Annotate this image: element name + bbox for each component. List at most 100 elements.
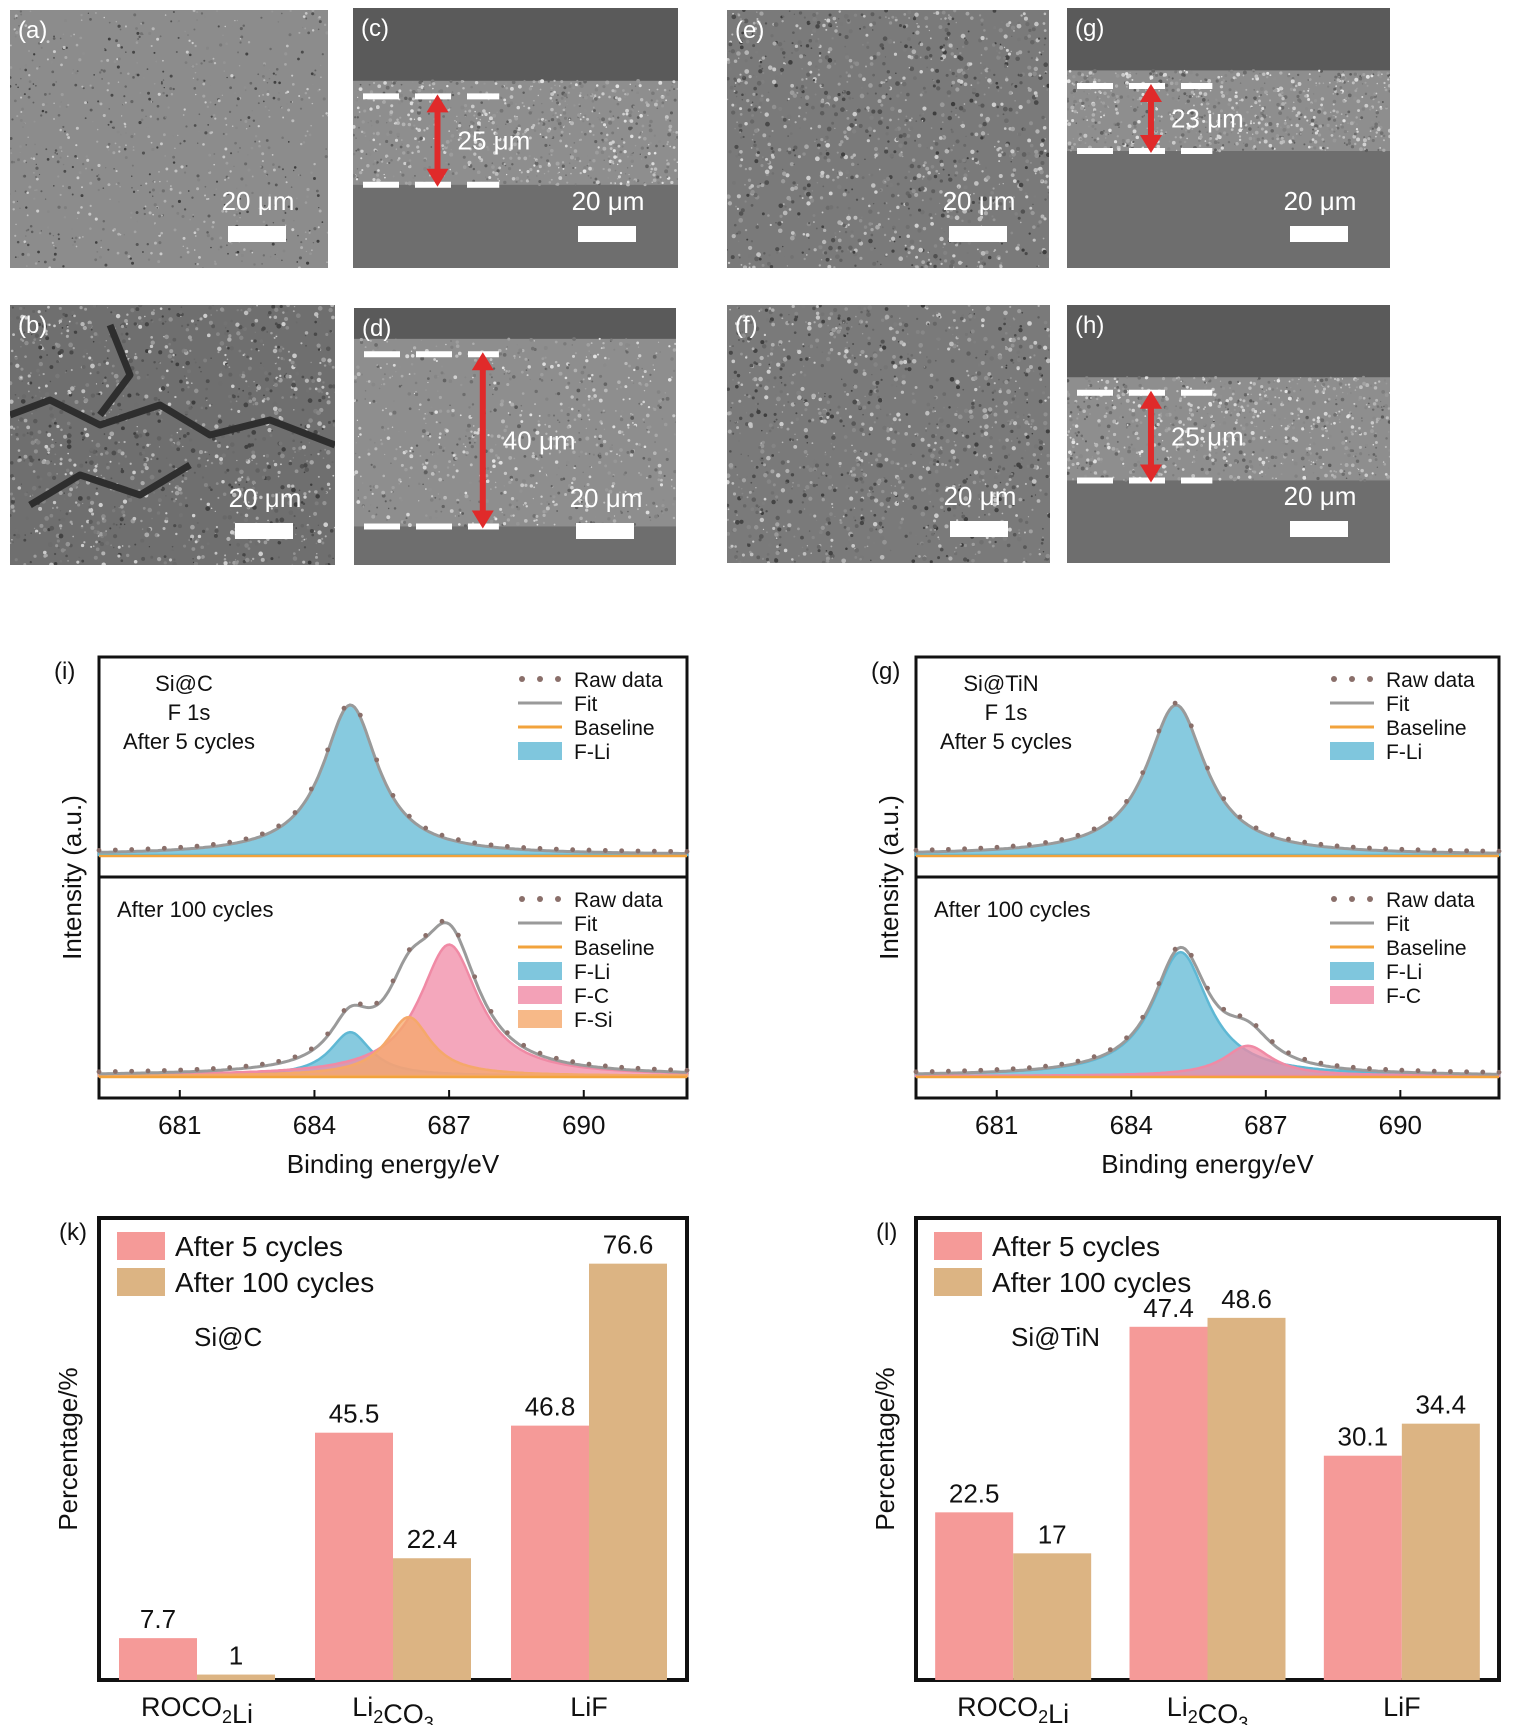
sem-grain: [933, 140, 935, 142]
sem-grain: [16, 115, 19, 118]
sem-grain: [976, 265, 979, 267]
sem-grain: [310, 454, 312, 456]
sem-grain: [1328, 81, 1331, 84]
sem-grain: [1382, 148, 1386, 152]
sem-grain: [608, 117, 611, 121]
sem-grain: [888, 76, 892, 80]
sem-grain: [568, 162, 571, 165]
sem-grain: [740, 263, 743, 266]
sem-grain: [243, 86, 247, 90]
sem-grain: [412, 176, 415, 180]
sem-grain: [921, 260, 926, 265]
sem-grain: [801, 67, 804, 70]
sem-grain: [210, 246, 212, 249]
sem-grain: [162, 91, 165, 95]
sem-grain: [800, 44, 803, 47]
sem-grain: [1262, 72, 1266, 76]
sem-grain: [80, 194, 84, 198]
sem-grain: [384, 154, 389, 158]
sem-grain: [76, 217, 79, 220]
sem-grain: [272, 222, 275, 224]
sem-grain: [1234, 94, 1238, 99]
sem-grain: [271, 153, 274, 156]
sem-grain: [886, 184, 889, 187]
sem-grain: [816, 43, 820, 47]
sem-grain: [17, 256, 20, 259]
sem-grain: [889, 210, 892, 213]
sem-grain: [734, 127, 736, 130]
sem-grain: [62, 163, 65, 166]
sem-grain: [781, 168, 784, 171]
sem-grain: [537, 122, 540, 125]
sem-grain: [325, 332, 329, 337]
sem-grain: [14, 99, 17, 103]
sem-grain: [212, 221, 215, 224]
sem-grain: [111, 450, 117, 456]
sem-grain: [196, 78, 199, 81]
sem-grain: [76, 211, 80, 215]
sem-grain: [898, 143, 903, 148]
sem-grain: [1342, 119, 1346, 123]
sem-grain: [266, 82, 269, 84]
sem-grain: [1225, 80, 1227, 82]
sem-grain: [167, 354, 173, 359]
sem-grain: [235, 253, 238, 256]
sem-grain: [413, 118, 416, 120]
sem-grain: [302, 141, 306, 144]
sem-grain: [843, 13, 849, 19]
sem-grain: [1071, 119, 1075, 123]
sem-grain: [980, 72, 983, 75]
sem-grain: [231, 125, 234, 127]
sem-grain: [1230, 131, 1233, 134]
sem-grain: [542, 166, 546, 170]
sem-grain: [1199, 79, 1203, 83]
sem-grain: [1345, 114, 1347, 116]
sem-grain: [944, 259, 948, 263]
sem-grain: [927, 175, 932, 181]
sem-grain: [834, 127, 836, 129]
sem-grain: [203, 358, 208, 363]
sem-grain: [267, 146, 271, 150]
sem-grain: [917, 164, 921, 169]
sem-grain: [1029, 206, 1033, 210]
sem-grain: [1125, 72, 1129, 76]
sem-grain: [1028, 72, 1033, 77]
sem-grain: [583, 166, 587, 170]
sem-grain: [39, 355, 43, 359]
sem-grain: [539, 119, 542, 123]
sem-grain: [898, 134, 903, 139]
sem-grain: [275, 335, 278, 338]
sem-grain: [900, 41, 902, 43]
sem-panel-e: 20 μm(e): [727, 10, 1049, 268]
sem-grain: [1239, 82, 1242, 84]
sem-grain: [149, 344, 154, 349]
sem-grain: [635, 122, 638, 125]
sem-grain: [992, 202, 994, 204]
sem-grain: [988, 86, 990, 89]
sem-grain: [1156, 144, 1161, 149]
sem-grain: [280, 485, 285, 490]
sem-grain: [45, 102, 48, 106]
sem-grain: [293, 166, 297, 169]
sem-grain: [24, 235, 27, 237]
sem-grain: [159, 252, 163, 256]
sem-grain: [1219, 85, 1224, 89]
sem-grain: [1023, 16, 1028, 21]
sem-grain: [853, 215, 858, 220]
sem-grain: [195, 93, 197, 96]
sem-grain: [317, 475, 320, 478]
sem-grain: [300, 441, 303, 444]
sem-grain: [120, 469, 125, 474]
sem-grain: [549, 96, 553, 100]
sem-grain: [821, 225, 825, 229]
sem-grain: [74, 83, 78, 87]
sem-grain: [243, 310, 249, 316]
sem-grain: [738, 57, 740, 59]
sem-grain: [1352, 134, 1357, 139]
sem-grain: [121, 339, 126, 344]
sem-grain: [302, 15, 306, 19]
sem-grain: [950, 128, 953, 131]
sem-grain: [746, 238, 749, 241]
sem-grain: [890, 106, 895, 112]
sem-grain: [742, 265, 748, 268]
